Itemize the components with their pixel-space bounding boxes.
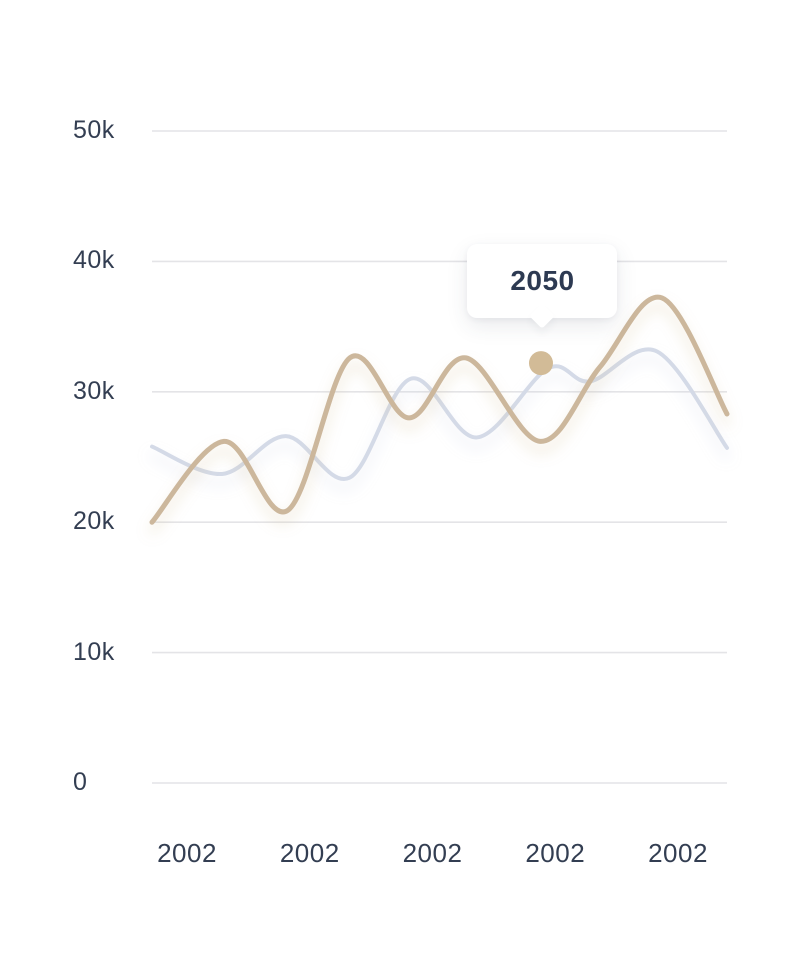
y-axis-tick-label: 10k [73,637,115,666]
x-axis-tick-label: 2002 [279,838,340,868]
x-axis-tick-label: 2002 [157,838,217,868]
x-axis-tick-label: 2002 [525,838,586,868]
tooltip: 2050 [467,244,618,329]
gridlines [152,130,727,784]
chart-series [149,294,730,525]
y-axis-tick-label: 30k [73,376,115,405]
y-axis-tick-label: 20k [73,507,115,536]
series-path-secondary-line [150,347,729,482]
y-axis-tick-label: 50k [73,115,115,144]
data-point-marker[interactable] [528,351,553,376]
series-path-primary-line [149,294,730,525]
x-axis-tick-label: 2002 [402,838,463,868]
y-axis-tick-label: 40k [73,246,115,275]
tooltip-value: 2050 [510,265,575,297]
x-axis-tick-label: 2002 [648,838,708,868]
y-axis-tick-label: 0 [73,767,88,796]
